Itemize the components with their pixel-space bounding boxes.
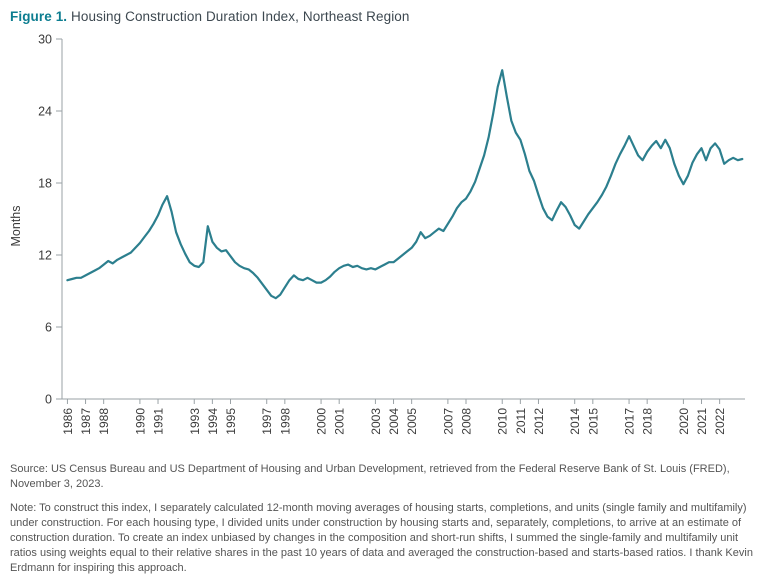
chart-area: Months 0 6 12 18 24 30 1986 1987 1988 1990 1991 199… [0, 24, 768, 452]
x-tick-label: 2005 [405, 408, 419, 435]
x-tick-label: 1998 [278, 408, 292, 435]
x-tick-label: 2020 [677, 408, 691, 435]
note-text: Note: To construct this index, I separat… [10, 501, 753, 575]
x-tick-label: 2008 [460, 408, 474, 435]
x-tick-label: 2017 [623, 408, 637, 435]
y-tick-label: 18 [38, 177, 52, 191]
x-tick-label: 2012 [532, 408, 546, 435]
x-tick-label: 2014 [568, 408, 582, 435]
y-tick-label: 24 [38, 105, 52, 119]
x-tick-label: 2022 [713, 408, 727, 435]
x-tick-label: 1988 [97, 408, 111, 435]
x-tick-label: 2004 [387, 408, 401, 435]
x-tick-label: 1986 [61, 408, 75, 435]
x-tick-label: 1995 [224, 408, 238, 435]
x-tick-label: 1994 [206, 408, 220, 435]
x-tick-label: 2003 [369, 408, 383, 435]
y-axis-title: Months [9, 205, 23, 247]
figure-header: Figure 1. Housing Construction Duration … [0, 0, 768, 24]
y-tick-label: 12 [38, 249, 52, 263]
x-tick-label: 2011 [514, 408, 528, 434]
x-tick-label: 2015 [586, 408, 600, 435]
y-tick-label: 30 [38, 33, 52, 47]
line-chart-svg: 0 6 12 18 24 30 1986 1987 1988 1990 1991 1993 1994 19… [38, 33, 745, 435]
y-tick-label: 0 [45, 393, 52, 407]
footer: Source: US Census Bureau and US Departme… [0, 452, 768, 577]
page-title: Housing Construction Duration Index, Nor… [67, 9, 410, 24]
y-tick-label: 6 [45, 321, 52, 335]
x-tick-label: 1993 [188, 408, 202, 435]
source-text: Source: US Census Bureau and US Departme… [10, 463, 730, 491]
x-tick-label: 1991 [152, 408, 166, 435]
x-tick-label: 2000 [315, 408, 329, 435]
x-tick-label: 1997 [260, 408, 274, 435]
figure-label: Figure 1. [10, 9, 68, 24]
x-tick-label: 2010 [496, 408, 510, 435]
x-tick-label: 2001 [333, 408, 347, 435]
x-tick-label: 1987 [79, 408, 93, 435]
x-tick-label: 1990 [133, 408, 147, 435]
x-tick-label: 2018 [641, 408, 655, 435]
x-tick-label: 2007 [441, 408, 455, 435]
data-line [66, 69, 744, 300]
x-tick-label: 2021 [695, 408, 709, 435]
